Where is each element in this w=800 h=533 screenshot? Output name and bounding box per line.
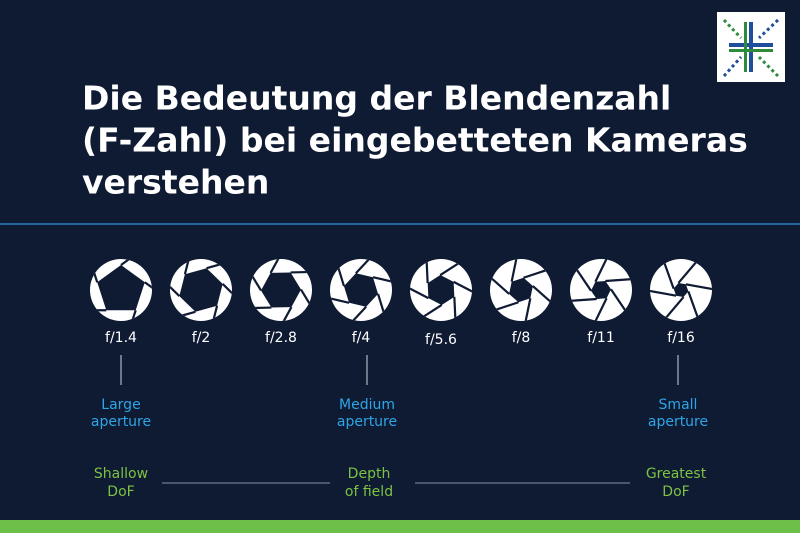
iris-opening — [427, 275, 455, 305]
blade-edge — [221, 283, 232, 313]
f-number: f/11 — [587, 330, 614, 346]
blades — [650, 259, 712, 321]
blade-edge — [269, 259, 291, 274]
labels: LargeapertureMediumapertureSmallaperture… — [91, 397, 708, 500]
blade-edge — [650, 287, 677, 297]
blade-edge — [594, 259, 614, 283]
iris-opening — [261, 272, 301, 308]
blade-edge — [144, 281, 152, 307]
title-line: (F-Zahl) bei eingebetteten Kameras — [82, 121, 748, 160]
aperture-size-label: Medium — [339, 397, 395, 413]
blade-edge — [510, 259, 521, 282]
aperture-icon — [330, 259, 392, 321]
aperture-size-label: aperture — [91, 414, 151, 430]
blade-edge — [355, 259, 384, 275]
blade-edge — [439, 259, 472, 276]
blade-edge — [330, 292, 350, 304]
blade-edge — [677, 259, 706, 284]
dof-label: Greatest — [646, 466, 707, 482]
dof-label: of field — [345, 484, 393, 500]
aperture-icon — [170, 259, 232, 321]
f-number: f/2.8 — [265, 330, 297, 346]
aperture-row: f/1.4 f/2 f/2.8 f/4 f/5.6 f/8 f/11 f/16 — [90, 259, 712, 348]
blade-edge — [588, 297, 608, 321]
blade-edge — [685, 283, 712, 293]
f-number: f/1.4 — [105, 330, 137, 346]
blade-edge — [338, 305, 367, 321]
blade-edge — [570, 297, 597, 303]
aperture-icon — [490, 259, 552, 321]
title-line: verstehen — [82, 163, 269, 202]
blade-edge — [122, 309, 137, 321]
aperture-size-label: Large — [101, 397, 140, 413]
iris-opening — [509, 277, 533, 303]
f-number: f/8 — [512, 330, 531, 346]
blades — [490, 259, 552, 321]
blade-edge — [453, 280, 472, 302]
aperture-size-label: aperture — [648, 414, 708, 430]
aperture-icon — [250, 259, 312, 321]
dof-label: DoF — [662, 484, 689, 500]
aperture-icon — [570, 259, 632, 321]
iris-opening — [673, 282, 689, 298]
blade-edge — [605, 277, 632, 283]
dof-label: DoF — [107, 484, 134, 500]
blade-edge — [183, 259, 196, 275]
blade-edge — [490, 266, 510, 295]
connectors — [120, 355, 679, 484]
f-number: f/4 — [352, 330, 371, 346]
blade-edge — [659, 259, 675, 290]
blade-edge — [206, 305, 219, 321]
footer-bar — [0, 520, 800, 533]
blade-edge — [687, 290, 703, 321]
blade-edge — [410, 278, 429, 300]
blade-edge — [410, 304, 443, 321]
blade-edge — [523, 264, 552, 279]
iris-opening — [179, 268, 223, 312]
blade-edge — [453, 296, 458, 321]
f-number: f/5.6 — [425, 332, 457, 348]
f-number: f/2 — [192, 330, 211, 346]
iris-opening — [97, 265, 145, 311]
blade-edge — [372, 276, 392, 288]
blade-edge — [170, 267, 181, 297]
blades — [410, 259, 472, 321]
aperture-icon — [90, 259, 152, 321]
f-number: f/16 — [667, 330, 695, 346]
aperture-icon — [410, 259, 472, 321]
logo — [717, 12, 785, 82]
blade-edge — [424, 259, 429, 284]
aperture-icon — [650, 259, 712, 321]
iris-opening — [343, 273, 379, 307]
blade-edge — [521, 298, 532, 321]
blade-edge — [271, 306, 293, 321]
title-line: Die Bedeutung der Blendenzahl — [82, 79, 671, 118]
blade-edge — [490, 301, 519, 316]
aperture-size-label: aperture — [337, 414, 397, 430]
blade-edge — [532, 285, 552, 314]
blade-edge — [656, 296, 685, 321]
iris-opening — [591, 281, 611, 299]
aperture-size-label: Small — [659, 397, 698, 413]
blade-edge — [120, 259, 152, 266]
dof-label: Shallow — [94, 466, 148, 482]
dof-label: Depth — [348, 466, 391, 482]
